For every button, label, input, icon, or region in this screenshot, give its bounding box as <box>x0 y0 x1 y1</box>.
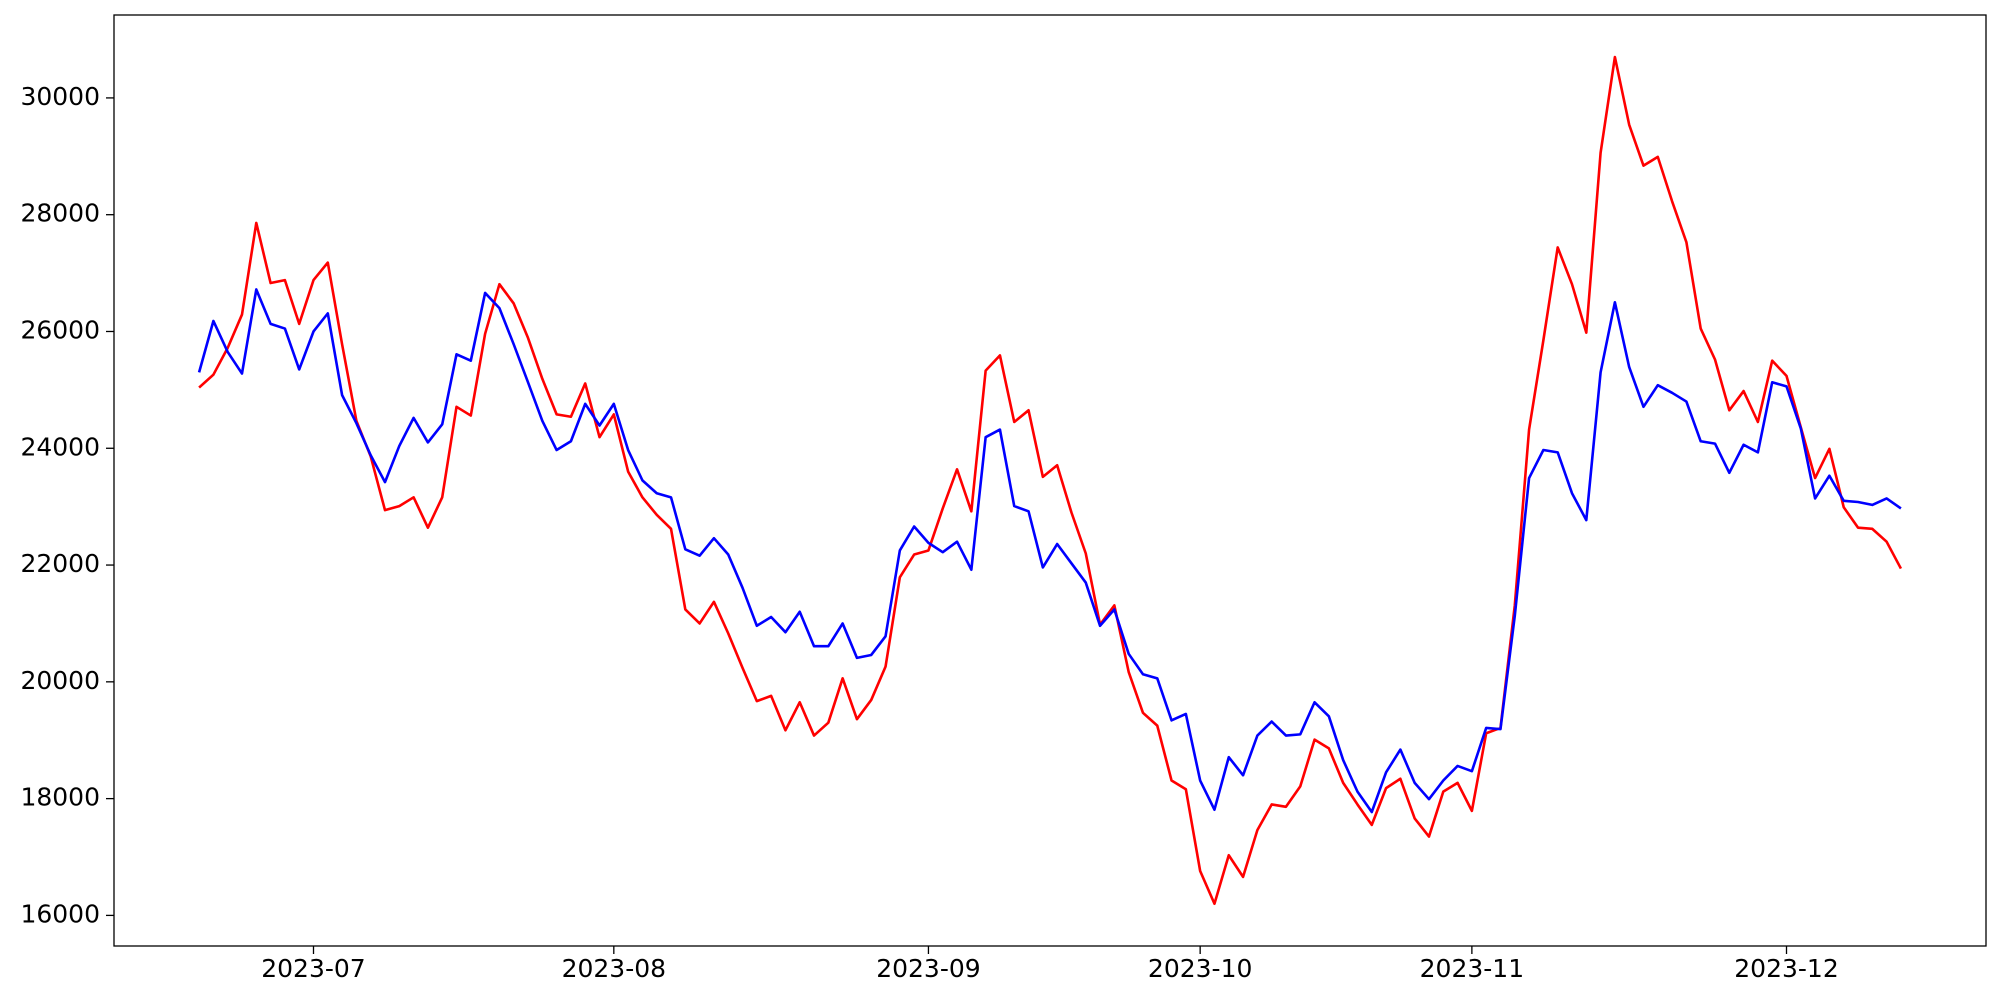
y-tick-label: 22000 <box>20 549 100 578</box>
y-tick-label: 24000 <box>20 432 100 461</box>
y-tick-label: 20000 <box>20 666 100 695</box>
x-tick-label: 2023-10 <box>1148 954 1252 983</box>
y-tick-label: 26000 <box>20 315 100 344</box>
x-tick-label: 2023-12 <box>1734 954 1838 983</box>
data-line <box>198 55 1903 906</box>
x-tick-label: 2023-07 <box>261 954 365 983</box>
y-tick-label: 28000 <box>20 199 100 228</box>
y-tick-label: 16000 <box>20 899 100 928</box>
y-tick-label: 30000 <box>20 82 100 111</box>
x-tick-label: 2023-11 <box>1420 954 1524 983</box>
data-line <box>197 288 1902 814</box>
plot-frame <box>113 14 1987 947</box>
y-tick-label: 18000 <box>20 783 100 812</box>
x-tick-label: 2023-09 <box>876 954 980 983</box>
x-tick-label: 2023-08 <box>562 954 666 983</box>
